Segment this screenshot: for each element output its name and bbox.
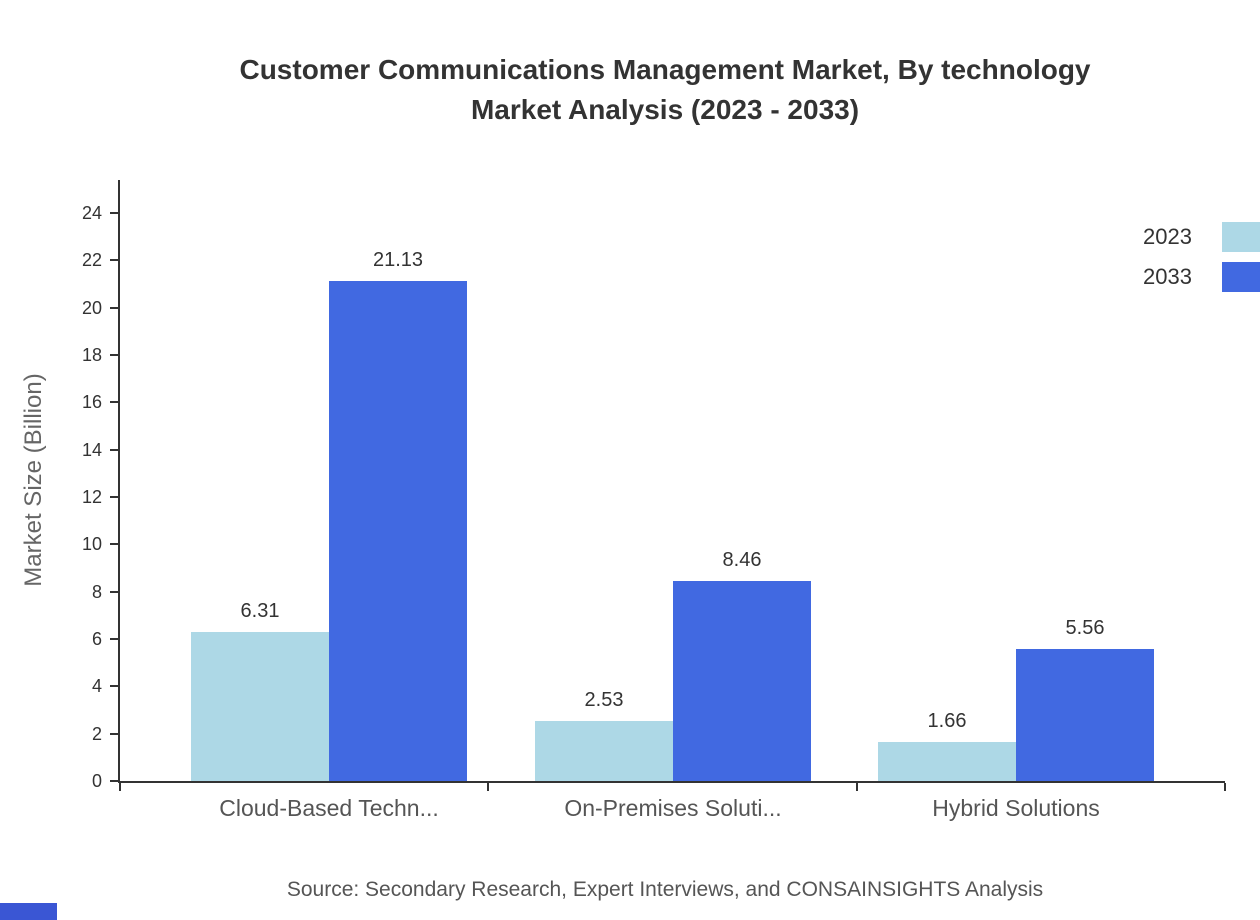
y-tick [110, 732, 118, 735]
y-axis-title: Market Size (Billion) [20, 373, 47, 587]
y-tick [110, 354, 118, 357]
y-tick [110, 780, 118, 782]
legend-swatch-2033 [1222, 262, 1260, 292]
y-tick [110, 543, 118, 546]
y-tick [110, 590, 118, 593]
y-tick [110, 448, 118, 451]
chart-title-line-2: Market Analysis (2023 - 2033) [470, 94, 860, 125]
legend-label-2033: 2033 [1143, 264, 1192, 289]
bar-value-label: 6.31 [240, 600, 280, 622]
y-tick-label: 24 [81, 203, 102, 224]
y-tick-label: 8 [91, 581, 102, 602]
bar-value-label: 5.56 [1065, 617, 1105, 639]
legend-item-2023: 2023 [990, 222, 1260, 252]
bar-2033-cat3 [1016, 649, 1154, 781]
y-tick [110, 259, 118, 262]
legend-label-2023: 2023 [1143, 224, 1192, 249]
watermark-corner [0, 903, 57, 920]
y-tick [110, 685, 118, 688]
legend: 2023 2033 [990, 222, 1260, 312]
plot-area: 0 2 4 6 8 10 12 14 16 18 20 22 24 6.31 21.13 Cloud-Base… [82, 180, 1226, 821]
y-tick-label: 18 [81, 345, 102, 366]
bar-2023-cat3 [878, 742, 1016, 781]
y-tick-label: 12 [81, 487, 102, 508]
y-tick-label: 16 [81, 392, 102, 413]
y-tick [110, 212, 118, 215]
bar-2033-cat1 [329, 281, 467, 781]
y-tick [110, 638, 118, 641]
category-label: Hybrid Solutions [932, 795, 1100, 821]
x-tick [487, 783, 489, 791]
chart-title-line-1: Customer Communications Management Marke… [239, 54, 1091, 85]
y-tick-label: 2 [91, 723, 102, 744]
bar-2033-cat2 [673, 581, 811, 781]
y-tick-label: 4 [91, 676, 102, 697]
y-tick [110, 401, 118, 404]
bar-value-label: 8.46 [722, 549, 762, 571]
y-tick-label: 14 [81, 439, 102, 460]
bar-2023-cat1 [191, 632, 329, 781]
legend-item-2033: 2033 [990, 262, 1260, 292]
y-tick [110, 496, 118, 499]
bar-2023-cat2 [535, 721, 673, 781]
category-label: Cloud-Based Techn... [219, 795, 439, 821]
y-tick-label: 20 [81, 297, 102, 318]
bar-value-label: 1.66 [927, 710, 967, 732]
y-tick-label: 10 [81, 534, 102, 555]
x-tick [856, 783, 858, 791]
y-tick-label: 6 [91, 629, 102, 650]
chart-title: Customer Communications Management Marke… [80, 50, 1250, 130]
y-tick [110, 306, 118, 309]
x-tick [1224, 783, 1226, 791]
x-tick [119, 783, 121, 791]
bar-value-label: 21.13 [372, 249, 424, 271]
source-note: Source: Secondary Research, Expert Inter… [286, 878, 1044, 901]
bar-value-label: 2.53 [584, 689, 624, 711]
y-tick-label: 0 [91, 771, 102, 791]
y-tick-label: 22 [81, 250, 102, 271]
category-label: On-Premises Soluti... [564, 795, 782, 821]
legend-swatch-2023 [1222, 222, 1260, 252]
